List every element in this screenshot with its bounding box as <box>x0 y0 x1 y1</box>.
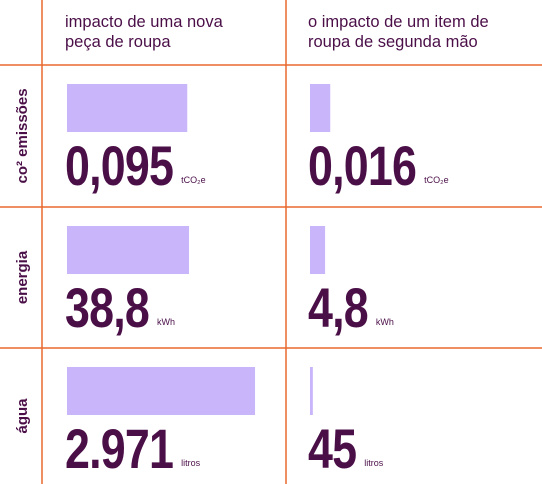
column-header: impacto de uma nova <box>65 13 224 31</box>
row-label: energia <box>14 250 31 304</box>
row-label: água <box>14 398 31 434</box>
value-label: 0,095 <box>65 134 173 197</box>
bar <box>310 84 331 132</box>
column-header: o impacto de um item de <box>308 13 489 31</box>
bar <box>310 226 326 274</box>
row-label: co² emissões <box>14 88 31 183</box>
unit-label: litros <box>364 458 384 468</box>
value-label: 38,8 <box>65 276 149 339</box>
unit-label: tCO₂e <box>424 175 449 185</box>
unit-label: kWh <box>376 317 394 327</box>
bar <box>67 367 256 415</box>
value-label: 4,8 <box>308 276 368 339</box>
unit-label: tCO₂e <box>181 175 206 185</box>
unit-label: litros <box>181 458 201 468</box>
bar <box>310 367 313 415</box>
value-label: 45 <box>308 417 356 480</box>
value-label: 0,016 <box>308 134 416 197</box>
column-header: roupa de segunda mão <box>308 33 478 51</box>
bar <box>67 84 188 132</box>
unit-label: kWh <box>157 317 175 327</box>
value-label: 2.971 <box>65 417 173 480</box>
bar <box>67 226 190 274</box>
column-header: peça de roupa <box>65 33 171 51</box>
